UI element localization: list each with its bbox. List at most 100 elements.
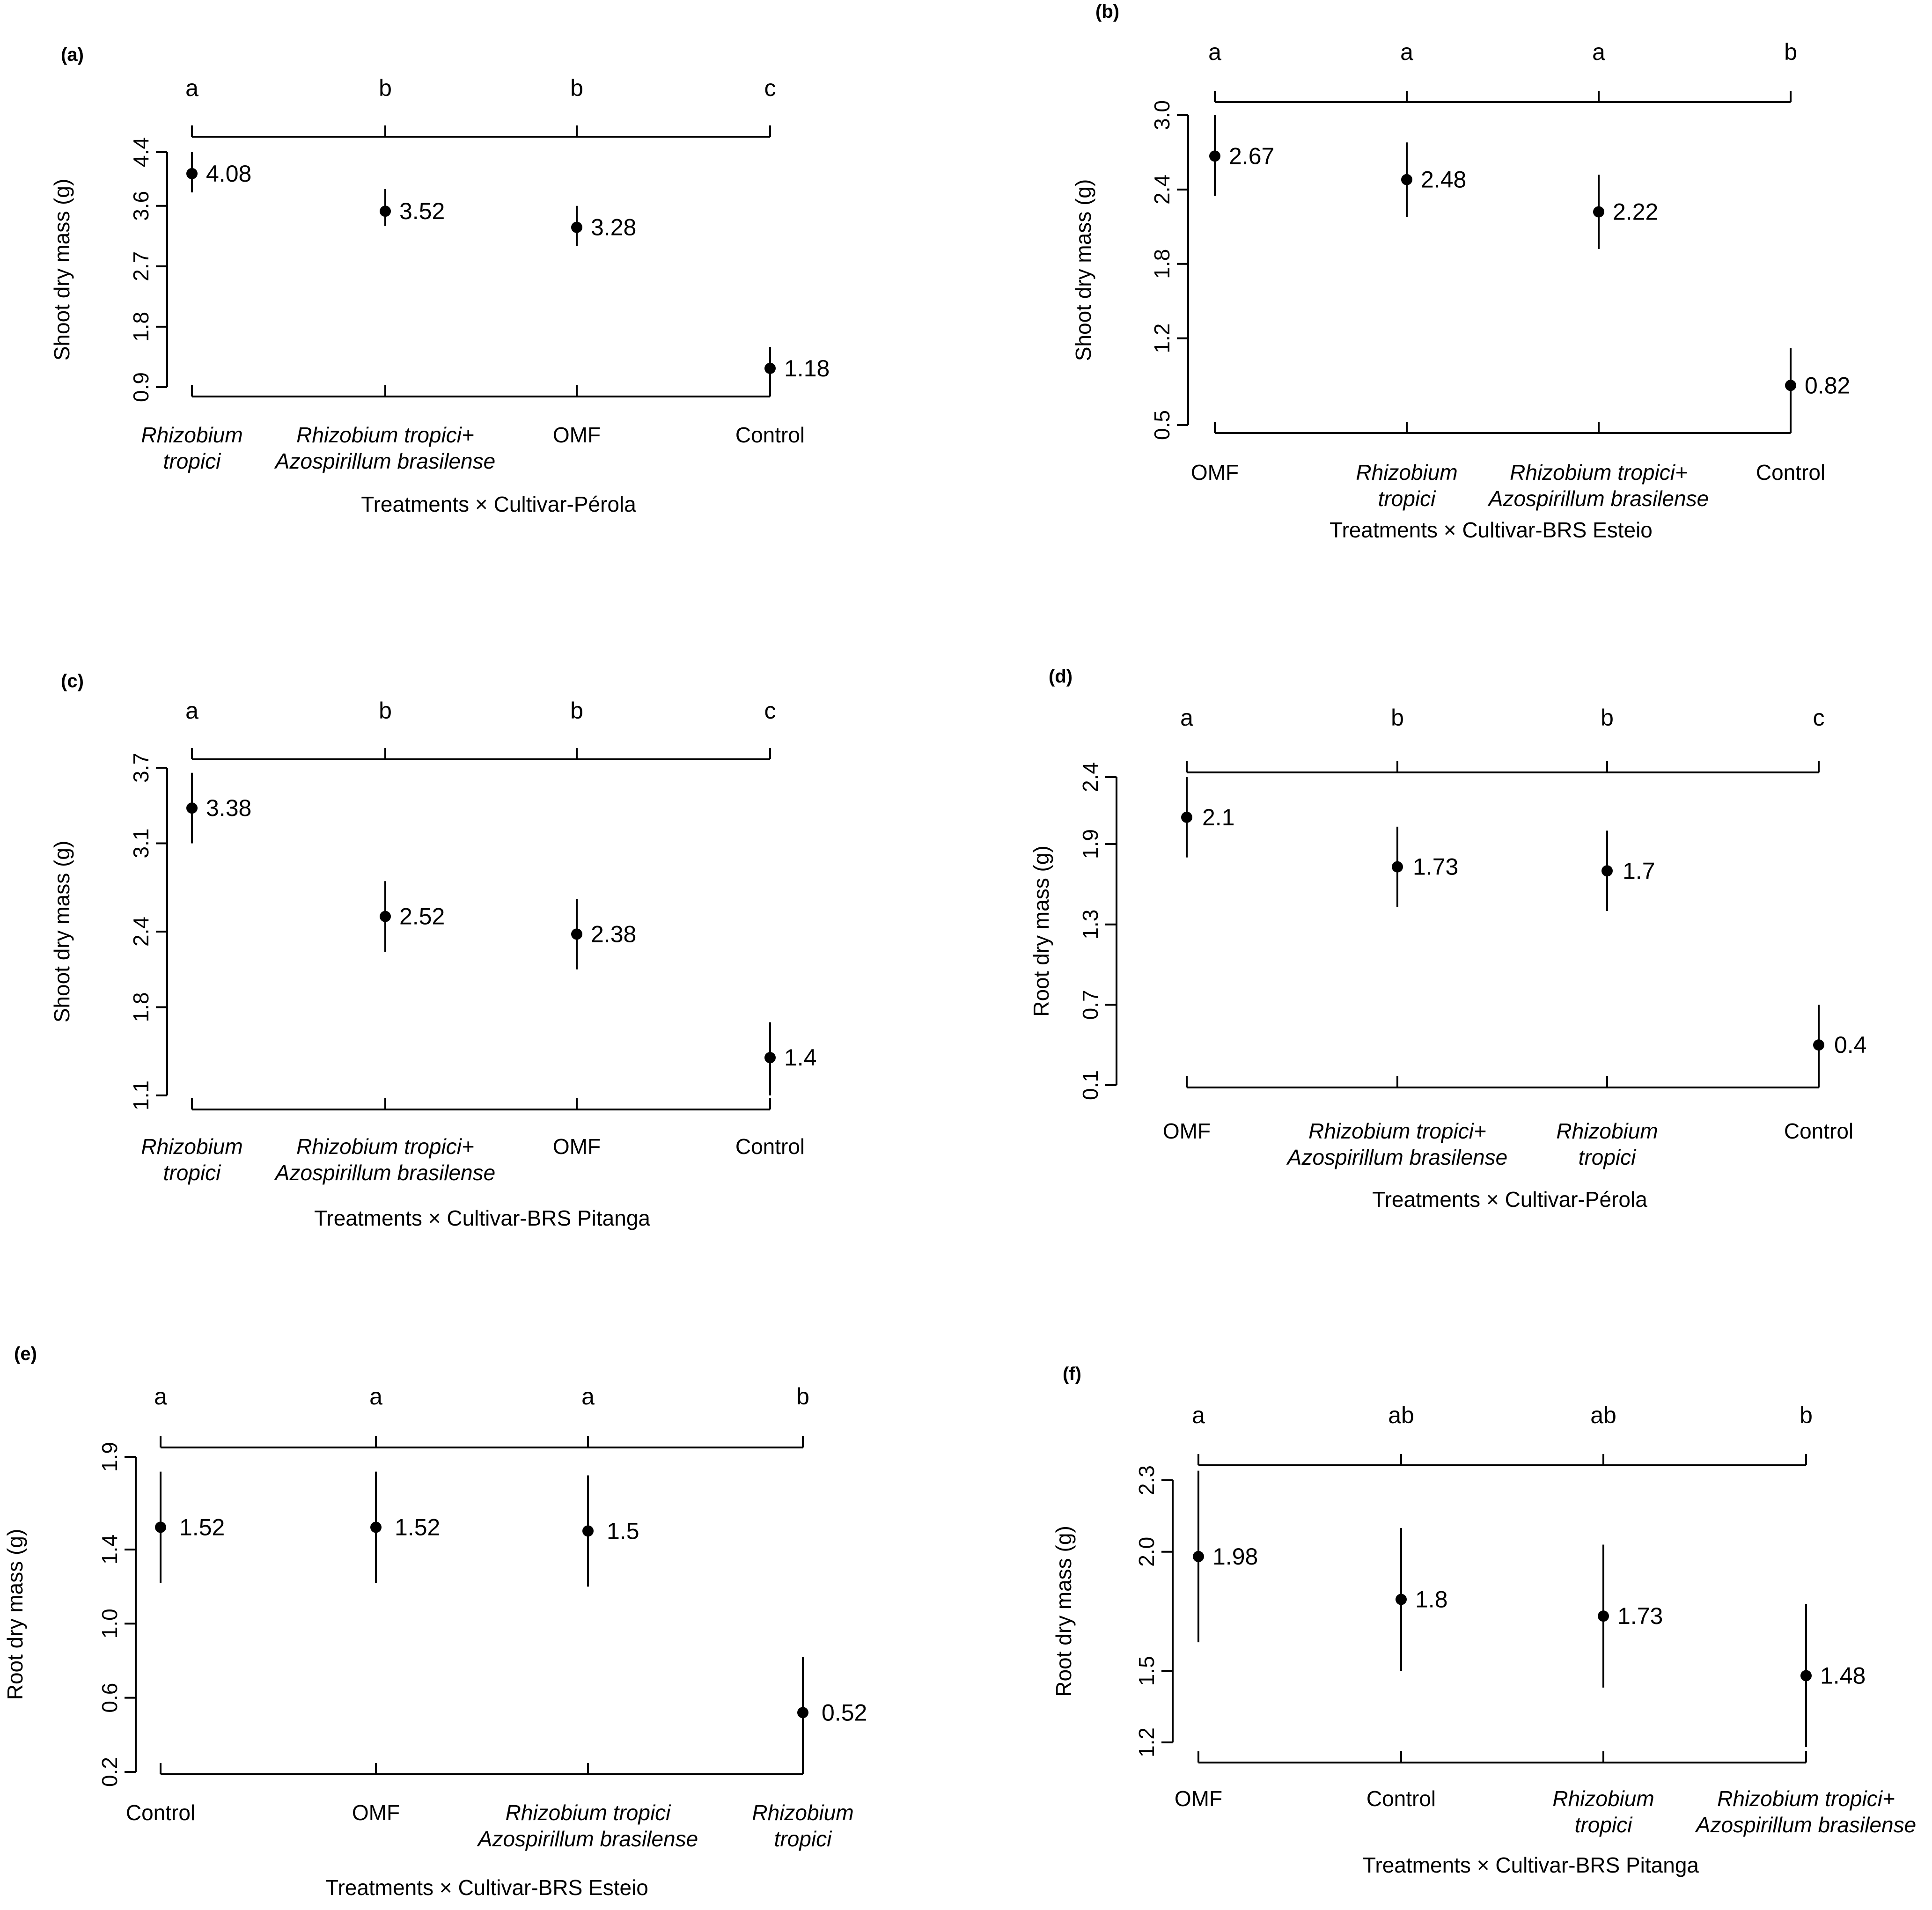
significance-letter: a [1180,705,1193,731]
y-tick-label: 0.2 [97,1757,122,1787]
x-category-label: OMF [1175,1786,1222,1811]
x-category-label-line: Control [1756,460,1825,485]
x-category-label-line: Rhizobium tropici+ [296,1134,474,1159]
y-tick-label: 1.8 [129,312,153,342]
significance-letter: a [1592,39,1605,65]
y-axis-title: Root dry mass (g) [1029,845,1053,1017]
chart-panel-3: (d) a b b c 0.1 0.7 1.3 1.9 2.4 Root dry mass (g) O… [1029,666,1867,1212]
y-tick-label: 1.2 [1150,323,1174,353]
data-point [370,1521,382,1533]
significance-letter: a [185,698,198,724]
data-point [1800,1670,1812,1682]
y-tick-label: 2.7 [129,251,153,281]
x-category-label: Rhizobium tropici+ Azospirillum brasilens… [1487,460,1709,511]
chart-panel-2: (c) a b b c 1.1 1.8 2.4 3.1 3.7 Shoot dry mass (g)… [50,671,817,1230]
x-category-label: Control [735,423,805,447]
panel-label: (c) [61,671,84,691]
y-tick-label: 3.1 [129,829,153,859]
y-tick-label: 2.0 [1134,1537,1159,1567]
x-category-label: Rhizobium tropici [141,423,242,473]
x-category-label: Rhizobium tropici Azospirillum brasilense [477,1800,698,1851]
x-category-label-line: Rhizobium tropici [506,1800,672,1825]
chart-panel-0: (a) a b b c 0.9 1.8 2.7 3.6 4.4 Shoot dry mass (g)… [50,44,830,516]
x-category-label-line: OMF [1191,460,1239,485]
y-tick-label: 2.4 [1078,762,1102,792]
x-category-label: OMF [553,1134,601,1159]
y-tick-label: 1.9 [97,1442,122,1472]
x-category-label-line: Control [735,423,805,447]
significance-letter: a [1192,1402,1205,1428]
significance-letter: c [764,698,776,724]
data-point [1392,861,1403,873]
x-category-label-line: tropici [774,1827,832,1851]
data-value-label: 3.38 [206,795,251,821]
data-point [764,1052,776,1064]
x-category-label-line: Azospirillum brasilense [274,1161,495,1185]
x-category-label-line: Control [126,1800,195,1825]
data-point [1593,206,1604,218]
x-axis-title: Treatments × Cultivar-BRS Esteio [325,1875,648,1900]
x-category-label-line: tropici [163,1161,221,1185]
y-axis-title: Root dry mass (g) [3,1529,27,1700]
x-category-label: Control [1756,460,1825,485]
data-value-label: 4.08 [206,161,251,187]
x-category-label-line: Azospirillum brasilense [274,449,495,473]
data-value-label: 1.5 [607,1518,639,1544]
x-category-label-line: tropici [1378,486,1436,511]
x-category-label-line: Azospirillum brasilense [477,1827,698,1851]
data-point [155,1521,166,1533]
data-value-label: 1.4 [784,1044,817,1071]
x-category-label: OMF [1163,1119,1211,1143]
data-point [380,911,391,922]
data-point [582,1525,594,1537]
data-point [1209,150,1220,162]
chart-panel-1: (b) a a a b 0.5 1.2 1.8 2.4 3.0 Shoot dry mass (g)… [1071,1,1850,542]
data-value-label: 2.1 [1202,804,1235,830]
chart-panel-5: (f) a ab ab b 1.2 1.5 2.0 2.3 Root dry mass (g) OM… [1051,1364,1916,1877]
data-value-label: 1.73 [1617,1603,1663,1629]
data-value-label: 1.52 [395,1514,440,1540]
data-value-label: 0.52 [822,1699,867,1726]
data-point [571,221,582,233]
x-category-label: Rhizobium tropici [752,1800,853,1851]
significance-letter: b [1391,705,1404,731]
x-category-label-line: Rhizobium tropici+ [1510,460,1688,485]
significance-letter: c [1813,705,1825,731]
significance-letter: a [1208,39,1221,65]
data-value-label: 0.4 [1834,1032,1867,1058]
data-value-label: 2.52 [399,904,445,930]
data-point [186,802,198,814]
x-category-label-line: Rhizobium [141,1134,242,1159]
y-axis-title: Shoot dry mass (g) [50,179,74,361]
x-category-label-line: Rhizobium [752,1800,853,1825]
y-tick-label: 1.5 [1134,1656,1159,1686]
x-category-label-line: tropici [1575,1813,1633,1837]
y-tick-label: 3.0 [1150,100,1174,130]
x-axis-title: Treatments × Cultivar-Pérola [1372,1187,1647,1212]
data-value-label: 1.18 [784,355,830,382]
x-category-label-line: tropici [1579,1145,1637,1169]
data-value-label: 2.48 [1421,167,1466,193]
data-point [186,168,198,179]
y-tick-label: 1.8 [129,992,153,1022]
data-value-label: 2.38 [591,921,636,947]
data-point [1601,865,1613,877]
panel-label: (f) [1063,1364,1081,1384]
significance-letter: b [379,698,392,724]
panel-label: (b) [1095,1,1119,22]
x-category-label-line: OMF [553,1134,601,1159]
data-point [1193,1550,1204,1562]
significance-letter: b [570,698,583,724]
x-category-label-line: Azospirillum brasilense [1487,486,1709,511]
y-tick-label: 1.2 [1134,1727,1159,1757]
data-value-label: 1.73 [1413,854,1458,880]
y-tick-label: 4.4 [129,137,153,167]
x-category-label: OMF [553,423,601,447]
significance-letter: b [570,75,583,101]
x-category-label-line: OMF [1163,1119,1211,1143]
y-tick-label: 2.3 [1134,1465,1159,1495]
x-category-label-line: Rhizobium [1556,1119,1658,1143]
x-category-label-line: OMF [1175,1786,1222,1811]
x-category-label-line: Azospirillum brasilense [1695,1813,1916,1837]
x-category-label-line: Rhizobium [141,423,242,447]
